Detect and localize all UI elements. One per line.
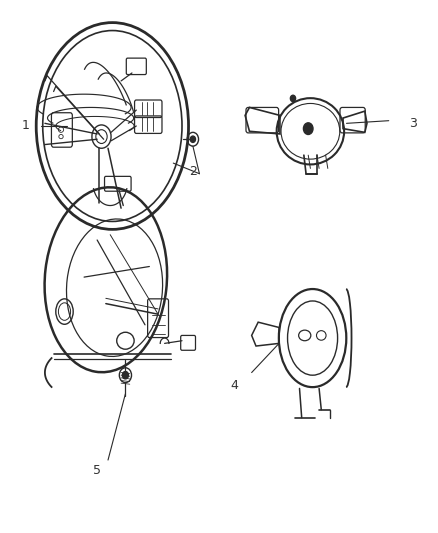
Text: 1: 1: [21, 119, 29, 133]
Circle shape: [304, 123, 313, 134]
Circle shape: [190, 136, 195, 142]
Text: 2: 2: [189, 165, 197, 177]
Circle shape: [122, 372, 128, 379]
Text: 5: 5: [93, 464, 101, 477]
Text: 3: 3: [409, 117, 417, 130]
Text: 4: 4: [230, 379, 238, 392]
Circle shape: [290, 95, 296, 102]
